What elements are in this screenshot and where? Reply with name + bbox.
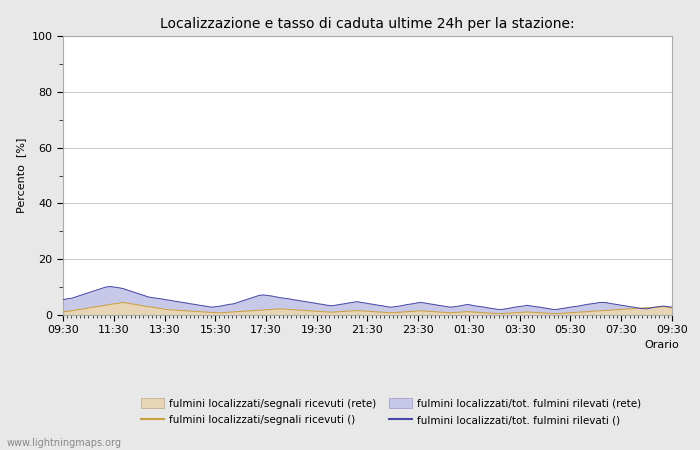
Text: Orario: Orario xyxy=(644,340,679,350)
Y-axis label: Percento  [%]: Percento [%] xyxy=(16,138,26,213)
Legend: fulmini localizzati/segnali ricevuti (rete), fulmini localizzati/segnali ricevut: fulmini localizzati/segnali ricevuti (re… xyxy=(141,398,641,425)
Title: Localizzazione e tasso di caduta ultime 24h per la stazione:: Localizzazione e tasso di caduta ultime … xyxy=(160,17,575,31)
Text: www.lightningmaps.org: www.lightningmaps.org xyxy=(7,438,122,448)
